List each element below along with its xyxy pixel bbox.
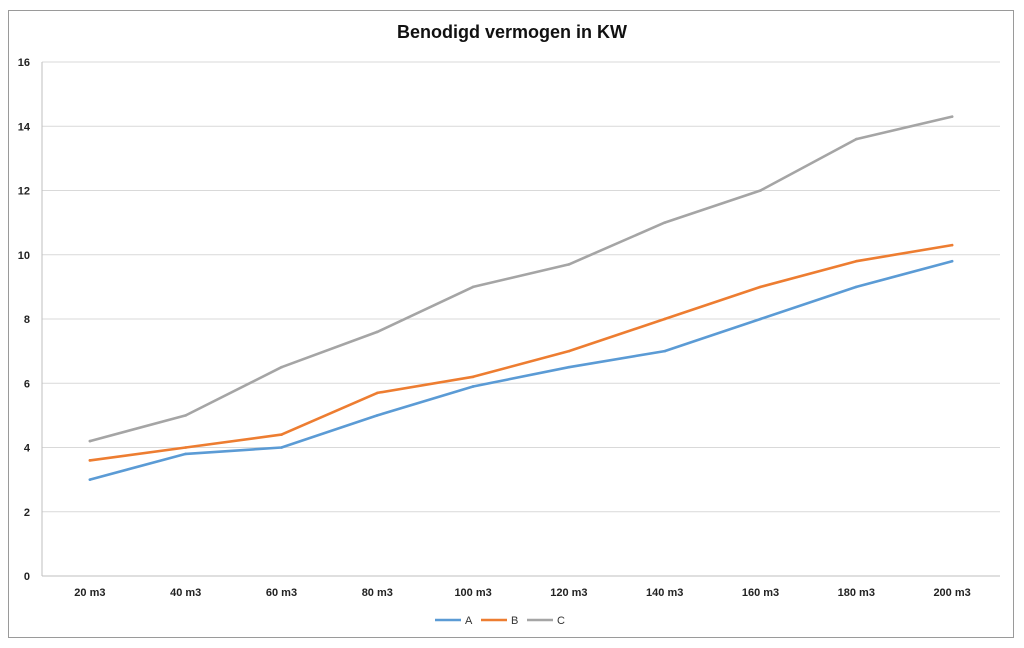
data-point-a (376, 414, 379, 417)
data-point-c (376, 330, 379, 334)
x-tick-label: 80 m3 (362, 587, 393, 599)
data-point-c (950, 115, 954, 118)
data-point-c (759, 189, 762, 192)
y-tick-label: 16 (18, 57, 30, 69)
y-tick-label: 6 (24, 378, 30, 390)
data-point-b (471, 375, 475, 379)
data-point-a (759, 317, 762, 321)
data-point-b (567, 349, 571, 353)
series-lines (88, 115, 954, 481)
data-point-a (663, 349, 666, 353)
data-point-b (759, 285, 762, 289)
data-point-c (280, 365, 283, 369)
legend-label-a: A (465, 615, 473, 627)
data-point-b (855, 259, 858, 263)
axes (41, 62, 1000, 577)
data-point-b (184, 446, 187, 449)
x-tick-label: 160 m3 (742, 587, 779, 599)
y-tick-label: 4 (24, 443, 31, 455)
y-tick-label: 14 (18, 121, 31, 133)
legend: A B C (435, 615, 565, 627)
data-point-b (663, 317, 666, 321)
series-line-a (88, 259, 954, 481)
data-point-c (88, 439, 92, 443)
data-point-c (855, 137, 858, 141)
series-line-b (88, 243, 954, 462)
data-point-b (88, 459, 92, 462)
data-point-a (184, 452, 187, 456)
data-point-b (280, 433, 283, 436)
x-tick-label: 180 m3 (838, 587, 875, 599)
data-point-b (950, 243, 954, 247)
data-point-a (471, 385, 475, 388)
data-point-c (184, 414, 187, 417)
x-tick-label: 120 m3 (550, 587, 587, 599)
x-axis-ticks: 20 m3 40 m3 60 m3 80 m3 100 m3 120 m3 140 m3 16… (74, 587, 970, 599)
x-tick-label: 200 m3 (933, 587, 970, 599)
y-tick-label: 0 (24, 571, 30, 583)
chart-frame (8, 10, 1014, 638)
data-point-a (855, 285, 858, 289)
data-point-b (376, 391, 379, 395)
x-tick-label: 140 m3 (646, 587, 683, 599)
gridlines (42, 61, 1000, 513)
x-tick-label: 20 m3 (74, 587, 105, 599)
x-tick-label: 40 m3 (170, 587, 201, 599)
legend-label-c: C (557, 615, 565, 627)
series-line-c (88, 115, 954, 443)
legend-label-b: B (511, 615, 518, 627)
data-point-a (280, 446, 283, 449)
y-tick-label: 8 (24, 314, 30, 326)
x-tick-label: 60 m3 (266, 587, 297, 599)
data-point-a (950, 259, 954, 263)
data-point-a (88, 478, 92, 481)
data-point-c (663, 221, 666, 224)
data-point-c (471, 285, 475, 289)
data-point-a (567, 365, 571, 369)
y-tick-label: 10 (18, 250, 30, 262)
x-tick-label: 100 m3 (454, 587, 491, 599)
y-tick-label: 2 (24, 507, 30, 519)
data-point-c (567, 263, 571, 266)
chart-title: Benodigd vermogen in KW (396, 22, 627, 42)
y-axis-ticks: 0 2 4 6 8 10 12 14 16 (18, 57, 31, 583)
y-tick-label: 12 (18, 186, 30, 198)
